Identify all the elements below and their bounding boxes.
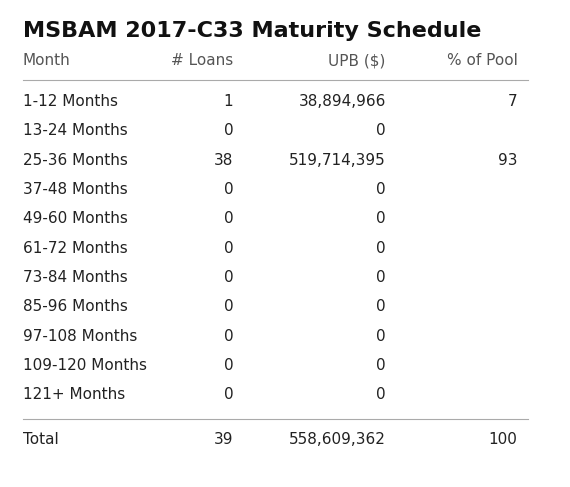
Text: 121+ Months: 121+ Months — [23, 387, 125, 402]
Text: 37-48 Months: 37-48 Months — [23, 182, 128, 197]
Text: 0: 0 — [376, 358, 386, 373]
Text: 0: 0 — [376, 329, 386, 344]
Text: UPB ($): UPB ($) — [328, 54, 386, 69]
Text: Month: Month — [23, 54, 71, 69]
Text: 0: 0 — [376, 241, 386, 256]
Text: 0: 0 — [376, 123, 386, 138]
Text: 13-24 Months: 13-24 Months — [23, 123, 128, 138]
Text: 0: 0 — [376, 211, 386, 226]
Text: 100: 100 — [488, 432, 518, 448]
Text: 0: 0 — [223, 358, 233, 373]
Text: 558,609,362: 558,609,362 — [289, 432, 386, 448]
Text: 97-108 Months: 97-108 Months — [23, 329, 137, 344]
Text: 85-96 Months: 85-96 Months — [23, 300, 128, 315]
Text: 0: 0 — [223, 387, 233, 402]
Text: 109-120 Months: 109-120 Months — [23, 358, 146, 373]
Text: 0: 0 — [223, 182, 233, 197]
Text: 0: 0 — [376, 270, 386, 285]
Text: 25-36 Months: 25-36 Months — [23, 153, 128, 168]
Text: 0: 0 — [223, 329, 233, 344]
Text: 0: 0 — [376, 182, 386, 197]
Text: 7: 7 — [508, 94, 518, 109]
Text: 39: 39 — [214, 432, 233, 448]
Text: 519,714,395: 519,714,395 — [289, 153, 386, 168]
Text: 1-12 Months: 1-12 Months — [23, 94, 118, 109]
Text: 0: 0 — [376, 387, 386, 402]
Text: 49-60 Months: 49-60 Months — [23, 211, 128, 226]
Text: 93: 93 — [498, 153, 518, 168]
Text: 38: 38 — [214, 153, 233, 168]
Text: 0: 0 — [223, 270, 233, 285]
Text: MSBAM 2017-C33 Maturity Schedule: MSBAM 2017-C33 Maturity Schedule — [23, 21, 481, 41]
Text: 0: 0 — [223, 123, 233, 138]
Text: 1: 1 — [223, 94, 233, 109]
Text: 38,894,966: 38,894,966 — [299, 94, 386, 109]
Text: 0: 0 — [223, 211, 233, 226]
Text: 0: 0 — [223, 300, 233, 315]
Text: 0: 0 — [223, 241, 233, 256]
Text: 0: 0 — [376, 300, 386, 315]
Text: # Loans: # Loans — [171, 54, 233, 69]
Text: Total: Total — [23, 432, 59, 448]
Text: 61-72 Months: 61-72 Months — [23, 241, 128, 256]
Text: 73-84 Months: 73-84 Months — [23, 270, 128, 285]
Text: % of Pool: % of Pool — [446, 54, 518, 69]
